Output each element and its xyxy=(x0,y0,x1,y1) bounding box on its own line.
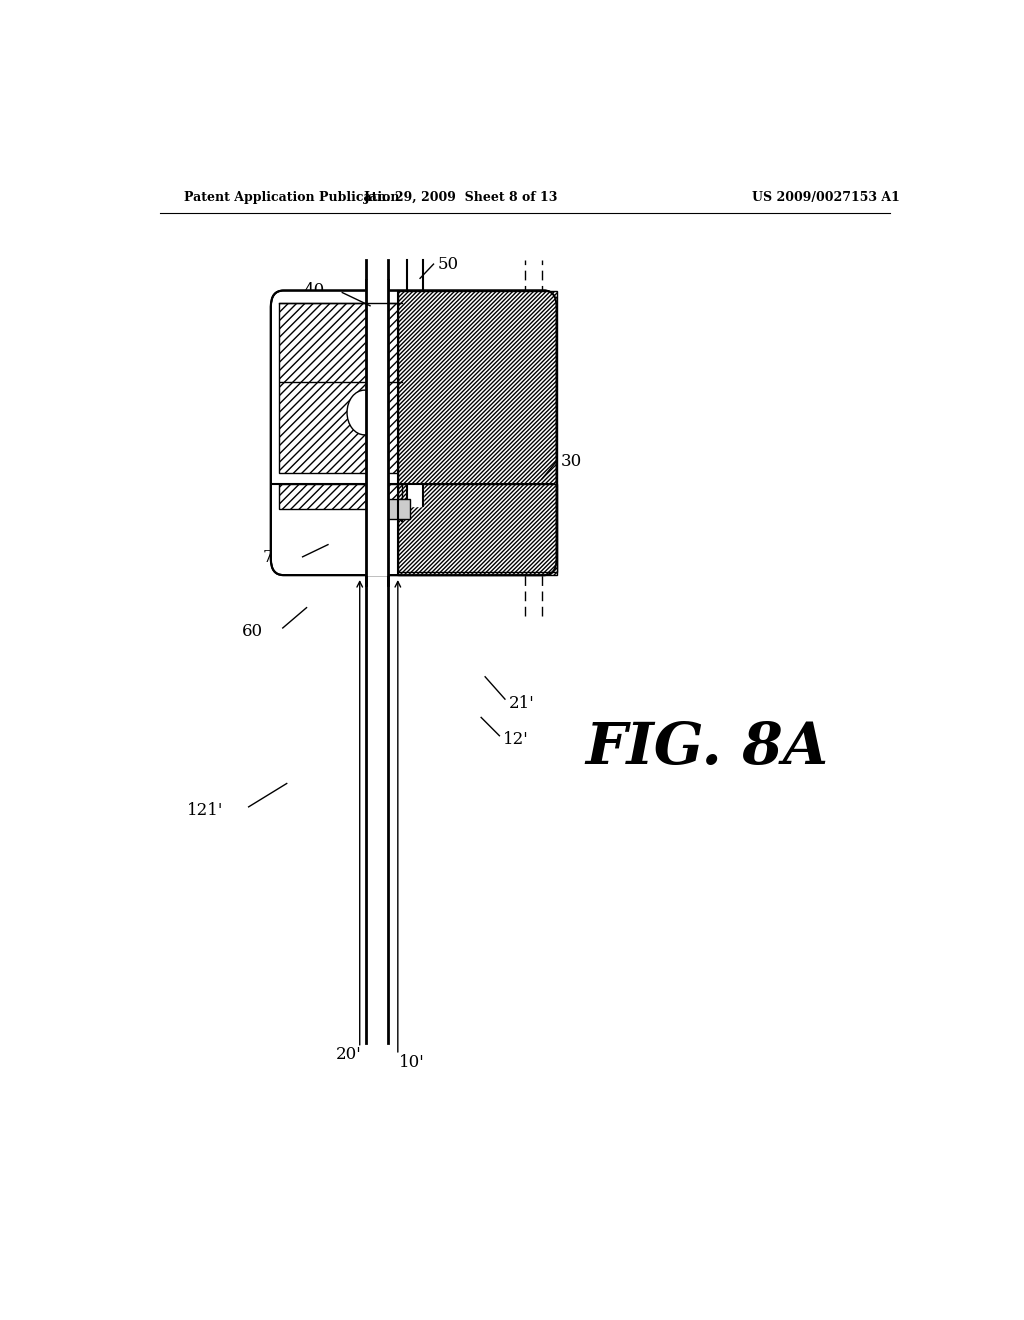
Text: 60: 60 xyxy=(242,623,263,639)
Text: 10': 10' xyxy=(399,1055,425,1072)
Text: 121': 121' xyxy=(186,803,223,820)
Bar xyxy=(397,290,557,576)
Text: 21': 21' xyxy=(509,694,535,711)
Text: 30: 30 xyxy=(560,453,582,470)
Text: 12': 12' xyxy=(503,731,528,748)
Text: 40: 40 xyxy=(303,282,325,300)
Bar xyxy=(397,290,557,576)
Bar xyxy=(397,483,557,572)
Text: 20': 20' xyxy=(336,1047,361,1064)
Text: Jan. 29, 2009  Sheet 8 of 13: Jan. 29, 2009 Sheet 8 of 13 xyxy=(365,190,558,203)
Bar xyxy=(279,302,401,474)
Text: 70: 70 xyxy=(262,549,284,566)
Text: US 2009/0027153 A1: US 2009/0027153 A1 xyxy=(753,190,900,203)
Text: FIG. 8A: FIG. 8A xyxy=(586,719,828,776)
Text: 50: 50 xyxy=(437,256,459,273)
Bar xyxy=(279,483,401,510)
Text: Patent Application Publication: Patent Application Publication xyxy=(183,190,399,203)
Bar xyxy=(397,483,557,572)
Bar xyxy=(373,499,410,519)
Circle shape xyxy=(347,391,382,434)
FancyBboxPatch shape xyxy=(270,290,557,576)
